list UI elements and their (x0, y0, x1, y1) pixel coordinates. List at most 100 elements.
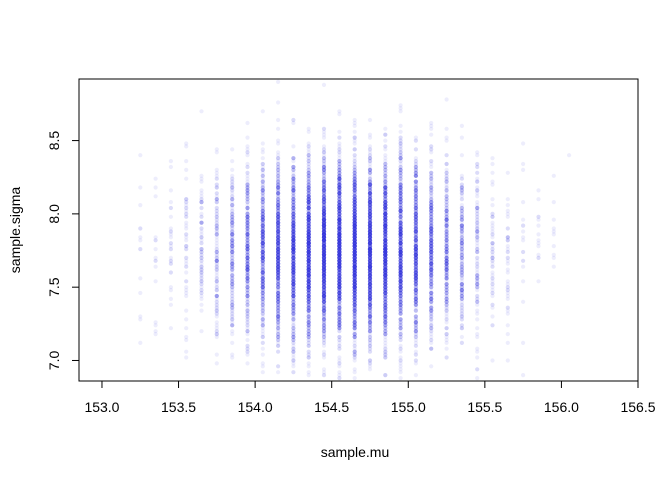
scatter-point (337, 205, 342, 211)
scatter-point (260, 211, 265, 216)
scatter-point (383, 299, 388, 304)
scatter-point (383, 226, 388, 231)
scatter-point (337, 247, 342, 252)
scatter-point (490, 276, 495, 281)
scatter-point (459, 296, 464, 301)
scatter-point (291, 144, 296, 149)
scatter-point (383, 317, 388, 322)
scatter-point (337, 188, 342, 193)
scatter-point (459, 208, 464, 213)
scatter-point (429, 290, 434, 296)
scatter-point (413, 194, 418, 199)
scatter-point (367, 258, 373, 263)
scatter-point (291, 211, 296, 216)
scatter-point (214, 332, 219, 337)
scatter-point (475, 153, 480, 158)
scatter-point (352, 208, 357, 213)
scatter-point (352, 182, 357, 187)
scatter-point (260, 252, 265, 257)
scatter-point (306, 261, 311, 266)
scatter-point (276, 200, 281, 205)
scatter-point (383, 229, 388, 234)
scatter-point (505, 255, 510, 260)
scatter-point (429, 311, 434, 316)
scatter-point (398, 205, 403, 211)
scatter-point (398, 141, 403, 146)
scatter-point (306, 273, 311, 278)
scatter-point (321, 299, 327, 304)
scatter-point (383, 203, 388, 208)
scatter-point (398, 208, 403, 213)
scatter-point (383, 270, 388, 275)
scatter-point (413, 194, 418, 199)
scatter-point (459, 288, 464, 293)
scatter-point (230, 317, 235, 322)
scatter-point (337, 241, 342, 246)
scatter-point (321, 264, 327, 269)
scatter-point (291, 261, 296, 266)
scatter-point (490, 258, 495, 263)
scatter-point (429, 255, 434, 260)
scatter-point (352, 173, 357, 178)
scatter-point (245, 197, 250, 202)
scatter-point (337, 296, 342, 301)
scatter-point (459, 255, 464, 260)
scatter-point (260, 261, 265, 266)
scatter-point (352, 214, 357, 219)
scatter-point (306, 229, 311, 234)
scatter-point (413, 170, 418, 175)
scatter-point (276, 238, 281, 243)
scatter-point (337, 176, 342, 181)
scatter-point (398, 326, 403, 331)
scatter-point (214, 252, 219, 257)
scatter-point (398, 255, 403, 260)
scatter-point (398, 235, 403, 240)
scatter-point (291, 167, 296, 172)
scatter-point (398, 188, 403, 193)
scatter-point (260, 244, 265, 249)
scatter-point (291, 302, 296, 307)
scatter-point (398, 249, 403, 255)
scatter-point (291, 205, 296, 211)
scatter-point (321, 211, 327, 216)
scatter-point (321, 241, 327, 246)
scatter-point (337, 285, 342, 290)
scatter-point (306, 267, 311, 272)
scatter-point (398, 220, 403, 225)
scatter-point (367, 229, 373, 234)
scatter-point (306, 197, 311, 202)
scatter-point (413, 264, 418, 269)
scatter-point (230, 285, 235, 290)
scatter-point (383, 267, 388, 272)
scatter-point (398, 285, 403, 290)
scatter-point (230, 261, 235, 266)
scatter-point (398, 200, 403, 205)
scatter-point (398, 267, 403, 272)
scatter-point (337, 220, 342, 225)
scatter-point (337, 203, 342, 208)
scatter-point (291, 255, 296, 260)
scatter-point (184, 317, 189, 322)
scatter-point (367, 226, 373, 231)
scatter-point (352, 258, 357, 263)
scatter-point (367, 229, 373, 234)
scatter-point (413, 267, 418, 272)
scatter-point (321, 279, 327, 284)
scatter-point (413, 255, 418, 260)
scatter-point (352, 302, 357, 307)
scatter-point (260, 267, 265, 272)
scatter-point (475, 247, 480, 252)
scatter-point (199, 302, 204, 307)
scatter-point (444, 238, 449, 243)
scatter-point (230, 241, 235, 246)
scatter-point (398, 200, 403, 205)
scatter-point (306, 258, 311, 263)
scatter-point (337, 232, 342, 237)
scatter-point (413, 276, 418, 281)
scatter-point (276, 320, 281, 325)
scatter-point (383, 200, 388, 205)
scatter-point (337, 264, 342, 269)
scatter-point (367, 203, 373, 208)
scatter-point (337, 217, 342, 222)
scatter-point (306, 232, 311, 237)
